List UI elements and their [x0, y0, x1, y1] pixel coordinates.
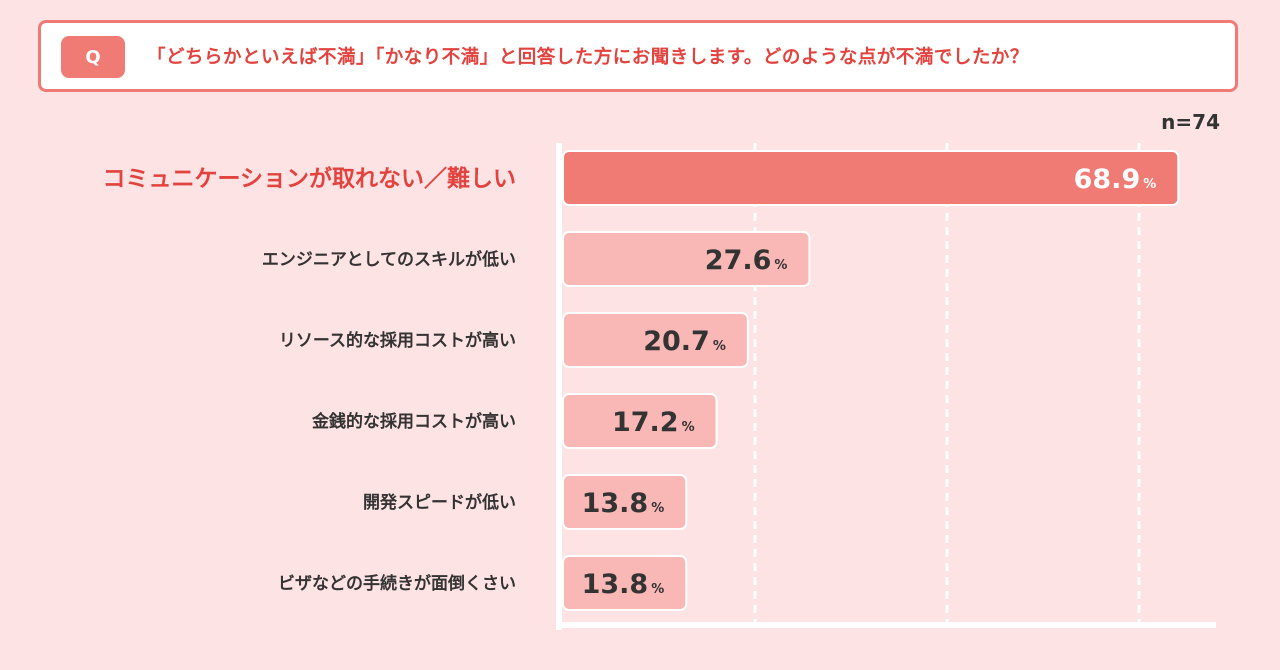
value-label: 17.2%: [612, 407, 695, 438]
bar: [562, 312, 749, 368]
value-unit: %: [651, 582, 664, 597]
category-label: リソース的な採用コストが高い: [279, 330, 516, 351]
value-number: 13.8: [582, 569, 649, 600]
question-text: 「どちらかといえば不満」「かなり不満」と回答した方にお聞きします。どのような点が…: [147, 47, 1029, 68]
gridlines: [753, 143, 1141, 624]
value-unit: %: [682, 420, 695, 435]
value-label: 27.6%: [705, 245, 788, 276]
bar: [562, 150, 1180, 206]
bar: [562, 393, 718, 449]
value-unit: %: [651, 501, 664, 516]
category-label: エンジニアとしてのスキルが低い: [262, 249, 516, 270]
y-axis-line: [556, 143, 562, 630]
value-number: 13.8: [582, 488, 649, 519]
value-number: 20.7: [643, 326, 710, 357]
question-badge: Q: [61, 36, 125, 78]
bar: [562, 474, 688, 530]
value-unit: %: [1143, 177, 1156, 192]
category-label: 開発スピードが低い: [363, 492, 516, 513]
category-label: 金銭的な採用コストが高い: [311, 411, 516, 432]
value-label: 13.8%: [582, 488, 665, 519]
bars: コミュニケーションが取れない／難しい 68.9 % エンジニアとしてのスキルが低い 27…: [102, 150, 1180, 611]
value-label: 20.7%: [643, 326, 726, 357]
bar: [562, 231, 811, 287]
category-label: コミュニケーションが取れない／難しい: [102, 165, 516, 192]
value-label: 68.9%: [1074, 164, 1157, 195]
value-unit: %: [713, 339, 726, 354]
value-label: 13.8%: [582, 569, 665, 600]
value-number: 17.2: [612, 407, 679, 438]
value-number: 27.6: [705, 245, 772, 276]
bar: [562, 555, 688, 611]
sample-size-label: n=74: [1161, 110, 1220, 134]
question-box: Q 「どちらかといえば不満」「かなり不満」と回答した方にお聞きします。どのような…: [38, 20, 1238, 92]
value-number: 68.9: [1074, 164, 1141, 195]
category-label: ビザなどの手続きが面倒くさい: [278, 573, 516, 594]
value-unit: %: [774, 258, 787, 273]
axes: [556, 143, 1216, 630]
x-axis-line: [556, 622, 1216, 628]
